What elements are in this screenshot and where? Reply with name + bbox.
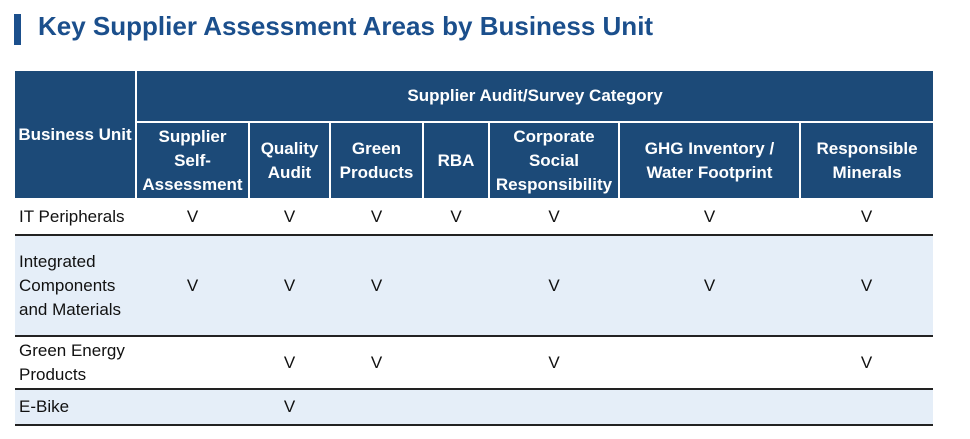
check-cell: V [249,199,330,236]
check-cell: V [489,199,619,236]
table-row: IT Peripherals V V V V V V V [15,199,934,236]
check-cell: V [136,235,249,337]
check-cell: V [330,336,423,390]
business-unit: IT Peripherals [15,199,136,236]
check-cell: V [800,336,934,390]
check-cell: V [249,389,330,426]
header-row: Business Unit Supplier Audit/Survey Cate… [15,71,934,200]
check-cell [800,389,934,426]
check-cell: V [619,199,800,236]
check-cell [136,389,249,426]
check-cell [136,336,249,390]
assessment-table: Business Unit Supplier Audit/Survey Cate… [15,71,934,426]
check-cell: V [800,199,934,236]
check-cell: V [249,336,330,390]
title-accent [14,14,21,45]
table-header: Business Unit Supplier Audit/Survey Cate… [15,71,934,200]
table-body: IT Peripherals V V V V V V V Integrated Componen… [15,199,934,426]
check-cell [330,389,423,426]
check-cell: V [489,235,619,337]
check-cell [423,235,489,337]
column-header: Supplier Self-Assessment [135,121,250,200]
check-cell: V [489,336,619,390]
page-title: Key Supplier Assessment Areas by Busines… [38,11,654,41]
business-unit: Green Energy Products [15,336,136,390]
table-row: Integrated Components and Materials V V V V V… [15,235,934,337]
check-cell [489,389,619,426]
check-cell: V [330,199,423,236]
column-header: GHG Inventory / Water Footprint [618,121,801,200]
check-cell: V [800,235,934,337]
check-cell: V [249,235,330,337]
column-header: Corporate Social Responsibility [488,121,620,200]
check-cell: V [136,199,249,236]
row-header: Business Unit [15,71,137,200]
column-header: Quality Audit [248,121,331,200]
check-cell [619,336,800,390]
check-cell [423,336,489,390]
group-header: Supplier Audit/Survey Category [134,71,934,123]
column-header: Green Products [329,121,424,200]
check-cell [423,389,489,426]
column-header: RBA [422,121,490,200]
check-cell: V [330,235,423,337]
check-cell: V [619,235,800,337]
column-header: Responsible Minerals [798,121,934,200]
business-unit: Integrated Components and Materials [15,235,136,337]
header-row: Supplier Self-Assessment Quality Audit Gre… [15,121,934,200]
check-cell [619,389,800,426]
table-row: Green Energy Products V V V V [15,336,934,390]
business-unit: E-Bike [15,389,136,426]
check-cell: V [423,199,489,236]
table-row: E-Bike V [15,389,934,426]
